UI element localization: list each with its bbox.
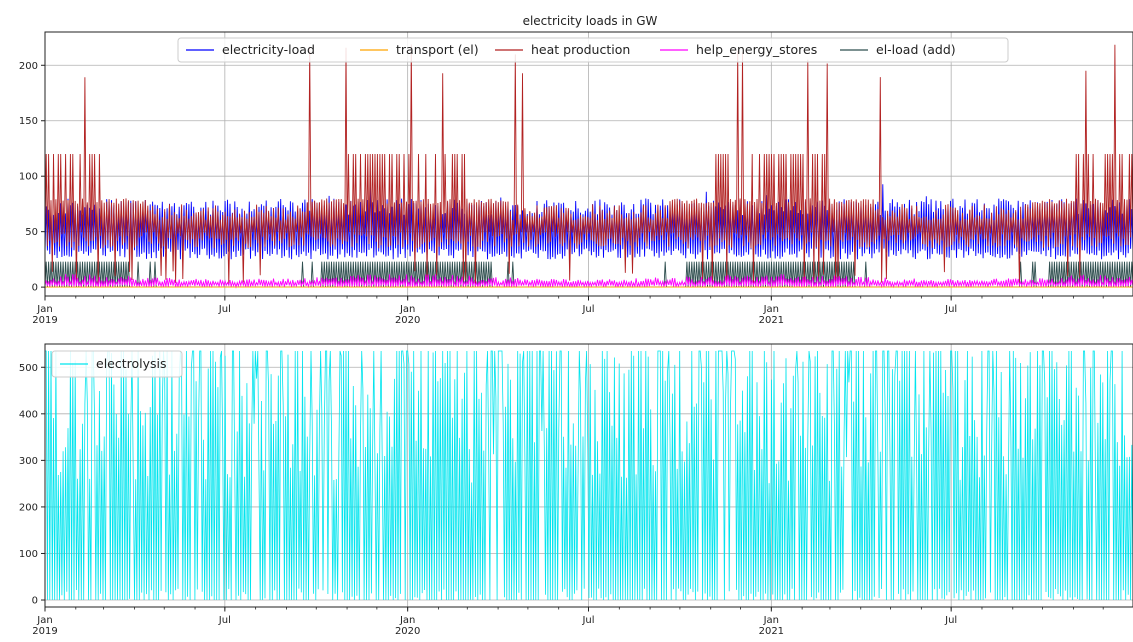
top-y-tick-label: 200	[19, 61, 38, 72]
bottom-y-tick-label: 0	[32, 596, 38, 607]
top-x-tick-label: Jan	[36, 304, 52, 315]
legend-label-electrolysis: electrolysis	[96, 356, 167, 371]
top-x-tick-year: 2021	[759, 315, 784, 326]
top-y-tick-label: 100	[19, 172, 38, 183]
bottom-x-tick-year: 2021	[759, 626, 784, 637]
bottom-series-lines	[45, 350, 1133, 601]
series-line-heat-production	[45, 44, 1133, 287]
top-x-tick-label: Jul	[581, 304, 594, 315]
bottom-x-tick-label: Jan	[399, 615, 415, 626]
bottom-x-tick-label: Jan	[763, 615, 779, 626]
bottom-x-tick-label: Jan	[36, 615, 52, 626]
top-y-tick-label: 150	[19, 116, 38, 127]
bottom-y-tick-label: 300	[19, 456, 38, 467]
top-series-lines	[45, 44, 1133, 289]
bottom-y-tick-label: 400	[19, 409, 38, 420]
legend-label-transport-el-: transport (el)	[396, 42, 479, 57]
legend-label-heat-production: heat production	[531, 42, 630, 57]
top-x-tick-label: Jul	[944, 304, 957, 315]
bottom-y-tick-label: 500	[19, 363, 38, 374]
top-x-tick-label: Jan	[399, 304, 415, 315]
series-line-electricity-load	[45, 179, 1133, 260]
series-line-electrolysis	[45, 350, 1133, 601]
top-x-tick-year: 2020	[395, 315, 420, 326]
bottom-x-tick-year: 2020	[395, 626, 420, 637]
bottom-x-tick-label: Jul	[218, 615, 231, 626]
top-x-tick-label: Jul	[218, 304, 231, 315]
bottom-x-tick-label: Jul	[581, 615, 594, 626]
bottom-y-tick-label: 200	[19, 502, 38, 513]
legend-label-electricity-load: electricity-load	[222, 42, 315, 57]
figure-title: electricity loads in GW	[523, 14, 658, 28]
legend-label-help-energy-stores: help_energy_stores	[696, 42, 817, 57]
series-line-help-energy-stores	[45, 274, 1133, 289]
bottom-x-tick-label: Jul	[944, 615, 957, 626]
top-legend: electricity-load transport (el) heat produ…	[177, 37, 1009, 63]
top-legend-box	[177, 37, 1009, 63]
bottom-y-axis-ticks: 0 100 200 300 400 500	[19, 363, 45, 607]
top-y-axis-ticks: 0 50 100 150 200	[19, 61, 45, 294]
top-x-tick-year: 2019	[32, 315, 57, 326]
bottom-legend: electrolysis	[51, 350, 183, 378]
top-y-tick-label: 0	[32, 283, 38, 294]
bottom-legend-box	[51, 350, 183, 378]
top-y-tick-label: 50	[25, 227, 38, 238]
legend-label-el-load-add-: el-load (add)	[876, 42, 956, 57]
top-x-tick-label: Jan	[763, 304, 779, 315]
bottom-y-tick-label: 100	[19, 549, 38, 560]
bottom-x-tick-year: 2019	[32, 626, 57, 637]
